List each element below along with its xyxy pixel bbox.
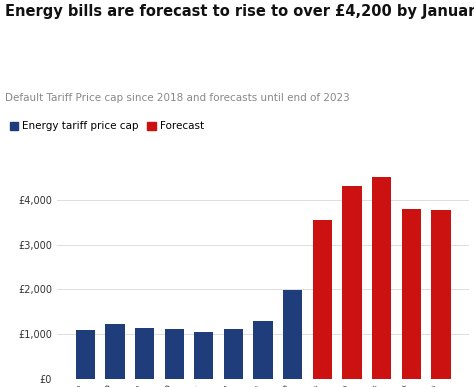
Bar	[76, 330, 95, 379]
Bar	[342, 186, 362, 379]
Bar	[254, 321, 273, 379]
Bar	[313, 220, 332, 379]
Bar	[401, 209, 421, 379]
Bar	[283, 290, 302, 379]
Legend: Energy tariff price cap, Forecast: Energy tariff price cap, Forecast	[10, 121, 204, 131]
Bar	[194, 332, 213, 379]
Text: Default Tariff Price cap since 2018 and forecasts until end of 2023: Default Tariff Price cap since 2018 and …	[5, 93, 349, 103]
Bar	[372, 177, 391, 379]
Text: Energy bills are forecast to rise to over £4,200 by January: Energy bills are forecast to rise to ove…	[5, 4, 474, 19]
Bar	[224, 329, 243, 379]
Bar	[164, 329, 184, 379]
Bar	[105, 324, 125, 379]
Bar	[431, 210, 450, 379]
Bar	[135, 328, 154, 379]
